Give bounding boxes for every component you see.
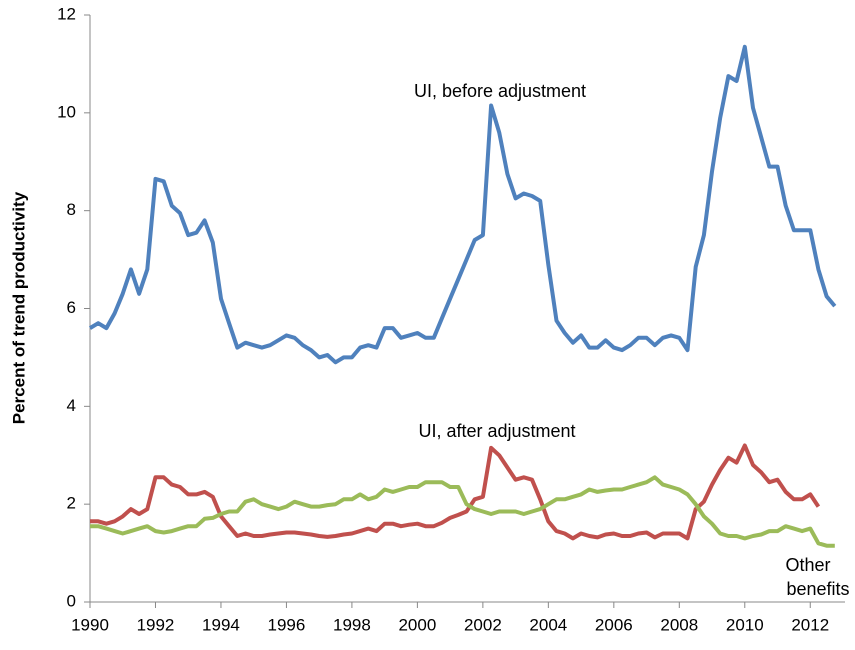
annotation: UI, before adjustment	[414, 81, 586, 101]
annotation: UI, after adjustment	[418, 421, 575, 441]
x-tick-label: 1992	[137, 615, 175, 634]
x-tick-label: 1998	[333, 615, 371, 634]
y-tick-label: 4	[67, 396, 76, 415]
x-tick-label: 2012	[791, 615, 829, 634]
x-tick-label: 2006	[595, 615, 633, 634]
y-tick-label: 0	[67, 591, 76, 610]
y-tick-label: 12	[57, 4, 76, 23]
series-line	[90, 475, 835, 548]
y-tick-label: 6	[67, 298, 76, 317]
x-tick-label: 2008	[660, 615, 698, 634]
x-tick-label: 1994	[202, 615, 240, 634]
y-tick-label: 10	[57, 102, 76, 121]
x-tick-label: 2004	[529, 615, 567, 634]
x-tick-label: 1996	[268, 615, 306, 634]
y-tick-label: 2	[67, 494, 76, 513]
x-tick-label: 1990	[71, 615, 109, 634]
x-tick-label: 2000	[398, 615, 436, 634]
annotation: Other	[785, 555, 830, 575]
y-tick-label: 8	[67, 200, 76, 219]
annotation: benefits	[786, 579, 849, 599]
x-tick-label: 2010	[726, 615, 764, 634]
x-tick-label: 2002	[464, 615, 502, 634]
y-axis-label: Percent of trend productivity	[9, 191, 28, 424]
series-line	[88, 44, 837, 365]
